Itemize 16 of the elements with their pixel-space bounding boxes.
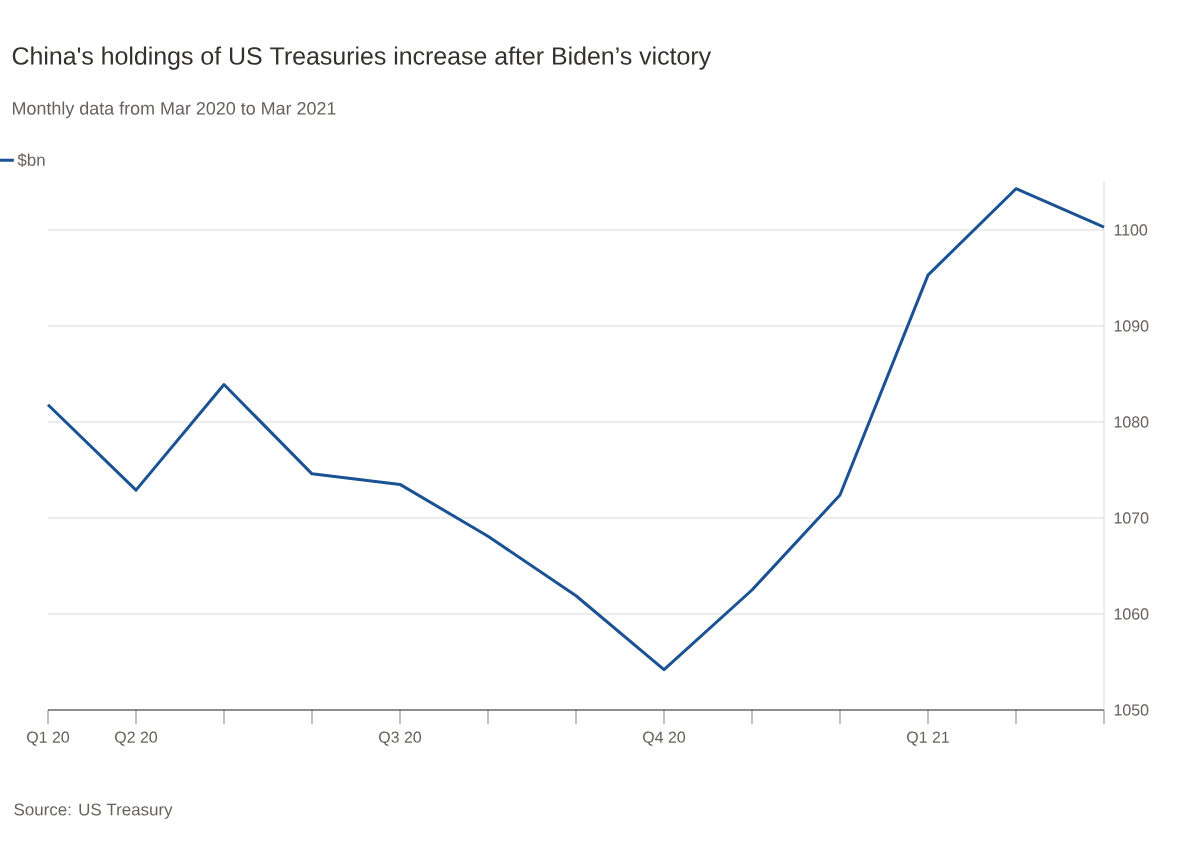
y-tick-label: 1050 — [1114, 704, 1149, 716]
y-tick-label: 1090 — [1114, 320, 1149, 332]
y-tick-label: 1070 — [1114, 512, 1149, 524]
chart-subtitle: Monthly data from Mar 2020 to Mar 2021 — [12, 101, 336, 119]
x-tick-label: Q1 21 — [907, 731, 949, 746]
y-tick-label: 1060 — [1114, 608, 1149, 620]
x-tick-label: Q4 20 — [643, 731, 686, 746]
legend-label: $bn — [17, 153, 45, 167]
x-tick-label: Q1 20 — [27, 731, 70, 746]
y-tick-label: 1080 — [1114, 416, 1149, 428]
chart-title: China's holdings of US Treasuries increase after Biden’s victory — [12, 46, 712, 70]
x-tick-label: Q3 20 — [379, 731, 422, 746]
source-note: Source: US Treasury — [14, 803, 173, 819]
line-series — [46, 187, 1106, 672]
x-tick-label: Q2 20 — [115, 731, 158, 746]
y-tick-label: 1100 — [1114, 224, 1148, 236]
